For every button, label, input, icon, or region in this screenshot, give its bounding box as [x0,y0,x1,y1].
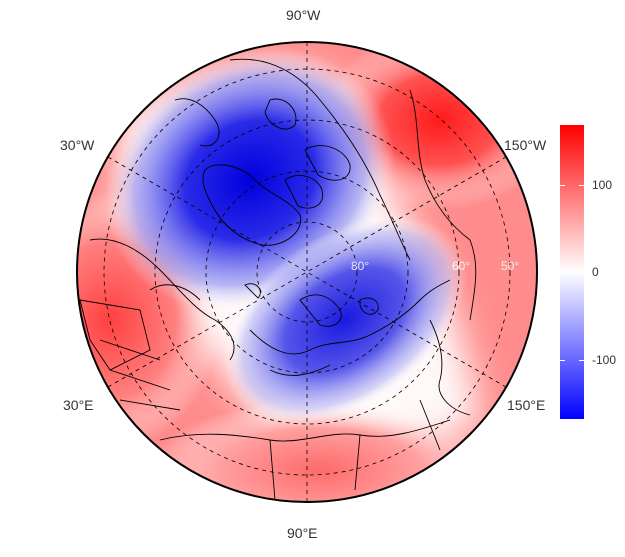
lat-label-80: 80° [351,259,370,273]
greenland-coast [202,164,302,246]
map-border [76,41,538,503]
lat-circle-80 [256,221,358,323]
colorbar-tick-mark-minus-100 [560,360,565,361]
graticule [103,42,511,502]
lon-label-bottom: 90°E [287,525,318,541]
lon-label-lower-left: 30°E [63,397,94,413]
lon-label-upper-left: 30°W [60,137,95,153]
lat-label-50: 50° [501,259,520,273]
asia-borders [159,419,451,442]
lon-label-top: 90°W [286,7,321,23]
europe-coast [89,238,235,361]
anomaly-field [77,42,537,502]
colorbar-tick-mark-0-right [579,272,584,273]
colorbar-label-0: 0 [592,265,599,279]
colorbar-tick-mark-0 [560,272,565,273]
colorbar-label-100: 100 [592,178,613,192]
siberia-coast [249,279,451,355]
north-america-coast [229,58,411,261]
lat-label-60: 60° [452,259,471,273]
lat-circle-60 [154,119,460,425]
coastlines [79,58,477,501]
lat-circle-50 [103,68,511,476]
colorbar-tick-mark-100-right [579,185,584,186]
colorbar-label-minus-100: -100 [592,353,617,367]
lon-label-lower-right: 150°E [507,397,546,413]
lon-label-upper-right: 150°W [504,137,547,153]
blue-minimum-siberia [224,215,466,425]
colorbar-tick-mark-minus-100-right [579,360,584,361]
colorbar-tick-mark-100 [560,185,565,186]
